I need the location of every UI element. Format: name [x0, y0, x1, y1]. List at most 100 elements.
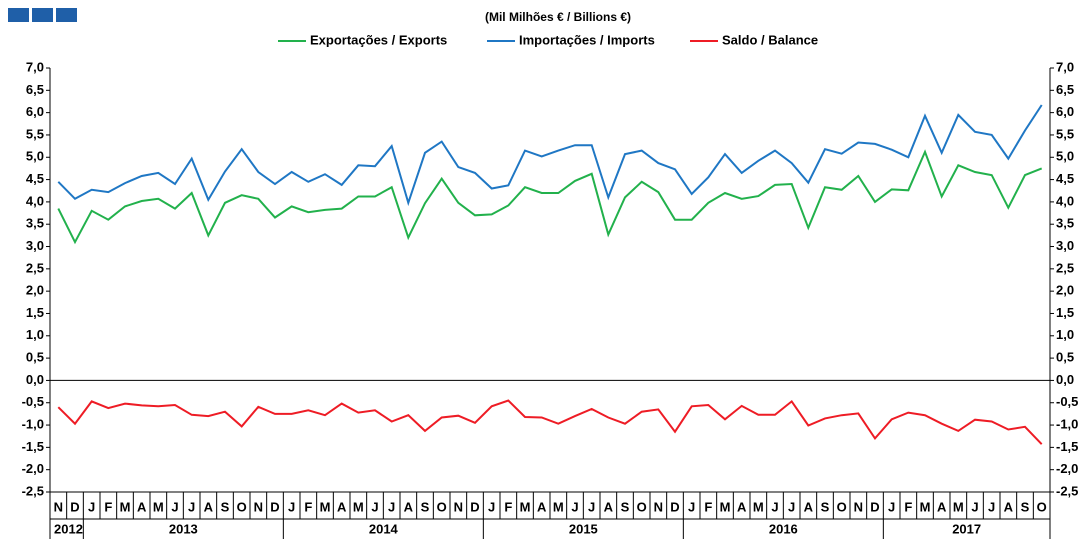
x-tick-label: N	[254, 499, 263, 514]
x-tick-label: M	[720, 499, 731, 514]
x-tick-label: J	[371, 499, 378, 514]
x-tick-label: F	[904, 499, 912, 514]
x-tick-label: A	[404, 499, 414, 514]
y-tick-label-right: 1,5	[1056, 305, 1074, 320]
x-tick-label: J	[288, 499, 295, 514]
x-tick-label: J	[388, 499, 395, 514]
x-tick-label: N	[454, 499, 463, 514]
y-tick-label: -2,0	[22, 461, 44, 476]
x-tick-label: M	[953, 499, 964, 514]
y-tick-label-right: 2,5	[1056, 260, 1074, 275]
x-tick-label: M	[553, 499, 564, 514]
y-tick-label-right: 6,5	[1056, 82, 1074, 97]
x-tick-label: J	[888, 499, 895, 514]
y-tick-label: 3,0	[26, 238, 44, 253]
x-tick-label: N	[854, 499, 863, 514]
y-tick-label: 6,0	[26, 104, 44, 119]
y-tick-label: 7,0	[26, 59, 44, 74]
x-tick-label: S	[221, 499, 230, 514]
x-tick-label: O	[237, 499, 247, 514]
x-tick-label: A	[537, 499, 547, 514]
year-label: 2014	[369, 521, 399, 536]
x-tick-label: N	[654, 499, 663, 514]
y-tick-label-right: 5,0	[1056, 149, 1074, 164]
x-tick-label: M	[520, 499, 531, 514]
y-tick-label: 6,5	[26, 82, 44, 97]
x-tick-label: D	[270, 499, 279, 514]
year-label: 2013	[169, 521, 198, 536]
y-tick-label-right: 4,0	[1056, 193, 1074, 208]
logo-block	[8, 8, 29, 22]
y-tick-label: 3,5	[26, 216, 44, 231]
x-tick-label: J	[788, 499, 795, 514]
y-tick-label-right: 2,0	[1056, 283, 1074, 298]
y-tick-label: 4,5	[26, 171, 44, 186]
x-tick-label: D	[870, 499, 879, 514]
x-tick-label: J	[171, 499, 178, 514]
x-tick-label: J	[188, 499, 195, 514]
y-tick-label: 2,0	[26, 283, 44, 298]
y-tick-label-right: 0,0	[1056, 372, 1074, 387]
y-tick-label-right: 3,0	[1056, 238, 1074, 253]
x-tick-label: M	[353, 499, 364, 514]
x-tick-label: J	[988, 499, 995, 514]
x-tick-label: A	[804, 499, 814, 514]
x-tick-label: O	[437, 499, 447, 514]
x-tick-label: J	[571, 499, 578, 514]
logo-block	[56, 8, 77, 22]
x-tick-label: A	[137, 499, 147, 514]
y-tick-label: 1,0	[26, 327, 44, 342]
x-tick-label: O	[837, 499, 847, 514]
x-tick-label: M	[320, 499, 331, 514]
y-tick-label-right: -2,0	[1056, 461, 1078, 476]
x-tick-label: F	[104, 499, 112, 514]
x-tick-label: S	[1021, 499, 1030, 514]
logo-block	[32, 8, 53, 22]
x-tick-label: M	[120, 499, 131, 514]
y-tick-label-right: 4,5	[1056, 171, 1074, 186]
y-tick-label-right: 3,5	[1056, 216, 1074, 231]
x-tick-label: A	[604, 499, 614, 514]
legend-label: Importações / Imports	[519, 32, 655, 47]
series-line	[57, 149, 1043, 245]
x-tick-label: A	[937, 499, 947, 514]
series-line	[57, 104, 1043, 207]
x-tick-label: A	[337, 499, 347, 514]
x-tick-label: N	[54, 499, 63, 514]
year-label: 2015	[569, 521, 598, 536]
x-tick-label: J	[971, 499, 978, 514]
y-tick-label: 2,5	[26, 260, 44, 275]
y-tick-label: -2,5	[22, 483, 44, 498]
y-tick-label: -0,5	[22, 394, 44, 409]
x-tick-label: O	[637, 499, 647, 514]
y-tick-label-right: 7,0	[1056, 59, 1074, 74]
x-tick-label: S	[421, 499, 430, 514]
y-tick-label: 1,5	[26, 305, 44, 320]
y-tick-label: -1,5	[22, 439, 44, 454]
y-tick-label-right: -1,5	[1056, 439, 1078, 454]
chart-subtitle: (Mil Milhões € / Billions €)	[485, 10, 631, 24]
x-tick-label: D	[70, 499, 79, 514]
x-tick-label: D	[470, 499, 479, 514]
x-tick-label: F	[504, 499, 512, 514]
y-tick-label-right: 0,5	[1056, 350, 1074, 365]
x-tick-label: J	[588, 499, 595, 514]
legend-label: Saldo / Balance	[722, 32, 818, 47]
x-tick-label: J	[771, 499, 778, 514]
x-tick-label: O	[1037, 499, 1047, 514]
legend-label: Exportações / Exports	[310, 32, 447, 47]
x-tick-label: J	[488, 499, 495, 514]
year-label: 2012	[54, 521, 83, 536]
y-tick-label-right: -0,5	[1056, 394, 1078, 409]
y-tick-label: -1,0	[22, 416, 44, 431]
y-tick-label: 0,0	[26, 372, 44, 387]
x-tick-label: J	[688, 499, 695, 514]
y-tick-label: 4,0	[26, 193, 44, 208]
x-tick-label: F	[704, 499, 712, 514]
year-label: 2016	[769, 521, 798, 536]
x-tick-label: A	[737, 499, 747, 514]
y-tick-label-right: -2,5	[1056, 483, 1078, 498]
x-tick-label: F	[304, 499, 312, 514]
x-tick-label: S	[821, 499, 830, 514]
